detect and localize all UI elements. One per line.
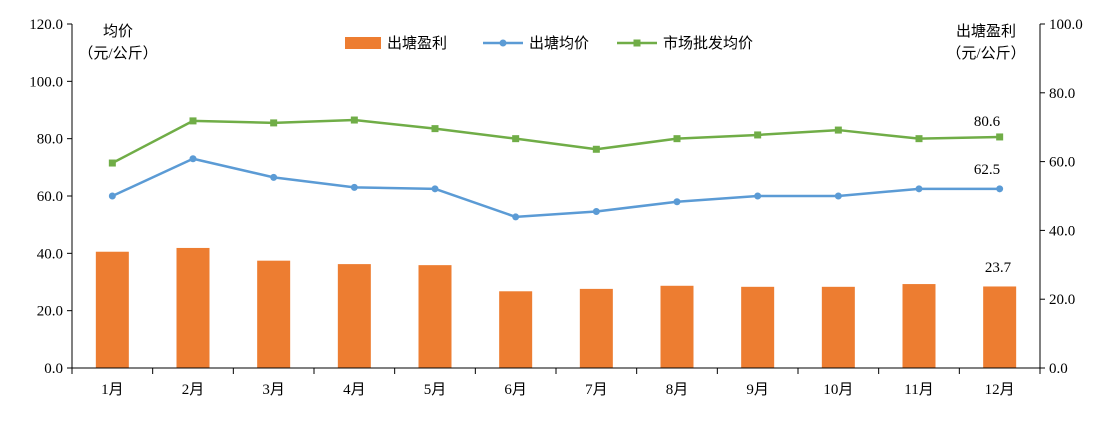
right-tick-label: 60.0 [1049,155,1075,171]
x-category-label: 8月 [666,382,689,398]
line-avg-price [111,157,1000,219]
x-category-label: 2月 [182,382,205,398]
left-tick-label: 40.0 [37,246,63,262]
legend-label-market: 市场批发均价 [663,35,753,52]
data-label-bar-dec: 23.7 [985,260,1012,276]
left-tick-label: 120.0 [29,17,63,33]
legend: 出塘盈利 出塘均价 市场批发均价 [345,35,753,52]
bar-3 [257,260,291,368]
left-tick-label: 60.0 [37,189,63,205]
line-market-price [111,118,1000,165]
left-tick-label: 0.0 [44,361,63,377]
left-axis-title-line2: （元/公斤） [78,45,157,62]
left-tick-label: 100.0 [29,74,63,90]
point-avg-5 [431,185,439,193]
x-category-label: 4月 [343,382,366,398]
bar-12 [983,286,1017,368]
legend-swatch-bar [345,37,381,49]
right-axis-title-line1: 出塘盈利 [956,23,1016,40]
left-tick-label: 80.0 [37,132,63,148]
bar-6 [499,291,533,368]
x-category-label: 3月 [262,382,285,398]
point-avg-9 [754,192,762,200]
x-category-label: 5月 [424,382,447,398]
legend-label-avg: 出塘均价 [529,35,589,52]
right-tick-label: 0.0 [1049,361,1068,377]
x-category-label: 1月 [101,382,124,398]
x-category-label: 12月 [985,382,1015,398]
x-category-label: 9月 [746,382,769,398]
point-avg-2 [189,155,197,163]
point-market-9 [754,131,762,139]
bar-8 [660,285,694,368]
point-market-11 [915,135,923,143]
point-avg-10 [834,192,842,200]
bar-4 [337,264,371,368]
point-avg-3 [270,173,278,181]
line-series-group [108,116,1004,221]
left-axis-title-line1: 均价 [103,23,133,40]
point-market-3 [270,119,278,127]
bar-series-group [95,247,1017,368]
right-tick-label: 80.0 [1049,86,1075,102]
point-avg-6 [512,213,520,221]
point-avg-8 [673,198,681,206]
legend-label-bar: 出塘盈利 [387,35,447,52]
point-avg-4 [350,183,358,191]
left-tick-label: 20.0 [37,304,63,320]
point-market-5 [431,125,439,133]
bar-1 [95,251,129,368]
bar-11 [902,284,936,368]
point-market-8 [673,135,681,143]
point-avg-11 [915,185,923,193]
point-market-4 [350,116,358,124]
point-avg-12 [996,185,1004,193]
x-category-label: 11月 [904,382,933,398]
right-tick-label: 40.0 [1049,223,1075,239]
point-avg-1 [108,192,116,200]
x-category-label: 10月 [823,382,853,398]
point-market-12 [996,133,1004,141]
bar-9 [741,286,775,368]
point-market-1 [108,159,116,167]
legend-marker-avg [499,39,507,47]
point-avg-7 [592,207,600,215]
axes-group: 0.0 20.0 40.0 60.0 80.0 100.0 120.0 0.0 20.0 40.0… [29,17,1083,398]
point-market-2 [189,117,197,125]
right-tick-label: 100.0 [1049,17,1083,33]
point-market-7 [592,145,600,153]
bar-7 [579,288,613,368]
bar-10 [821,286,855,368]
bar-5 [418,265,452,368]
x-category-label: 7月 [585,382,608,398]
point-market-10 [834,126,842,134]
x-category-label: 6月 [504,382,527,398]
right-axis-title-line2: （元/公斤） [946,45,1025,62]
bar-2 [176,247,210,368]
data-label-avg-dec: 62.5 [974,162,1000,178]
data-label-market-dec: 80.6 [974,114,1001,130]
right-tick-label: 20.0 [1049,292,1075,308]
legend-marker-market [633,39,641,47]
point-market-6 [512,135,520,143]
